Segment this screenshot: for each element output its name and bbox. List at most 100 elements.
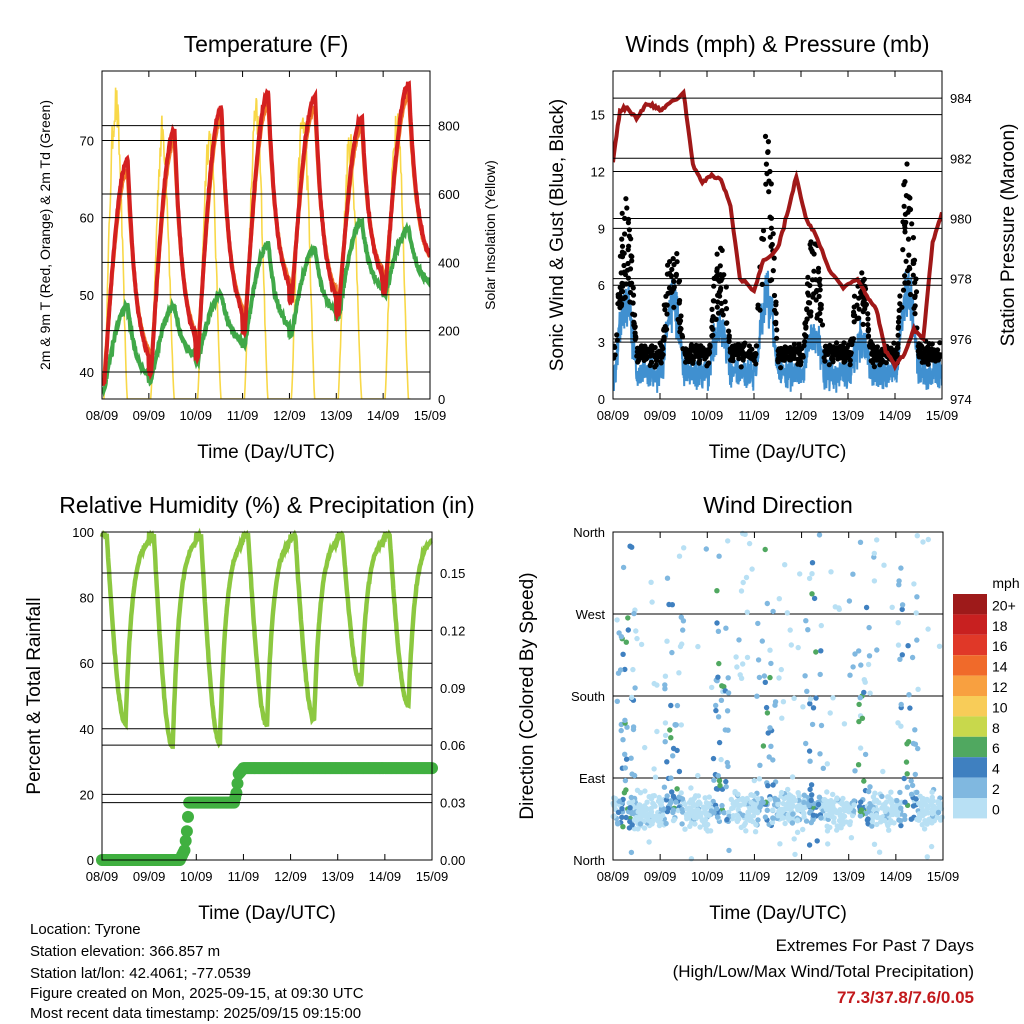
gust-point	[874, 344, 881, 350]
chart-title: Wind Direction	[703, 492, 853, 518]
direction-point	[876, 849, 883, 855]
direction-point	[792, 797, 798, 804]
direction-point	[895, 720, 901, 726]
gust-point	[804, 307, 810, 313]
gust-point	[621, 262, 627, 269]
direction-point	[919, 797, 925, 803]
direction-point	[702, 795, 708, 801]
gust-point	[677, 325, 684, 331]
direction-point	[817, 751, 823, 757]
y-tick-label: 60	[80, 211, 94, 226]
direction-point	[674, 786, 680, 792]
direction-point	[807, 758, 813, 764]
y-axis-label: 2m & 9m T (Red, Orange) & 2m Td (Green)	[37, 100, 53, 370]
gust-point	[682, 351, 688, 357]
gust-point	[669, 289, 675, 295]
gust-point	[714, 268, 720, 274]
chart-title: Relative Humidity (%) & Precipitation (i…	[59, 492, 474, 518]
gust-point	[763, 161, 770, 167]
gust-point	[911, 305, 917, 311]
gust-point	[769, 277, 775, 283]
direction-point	[648, 579, 654, 585]
gust-point	[621, 296, 627, 302]
legend-swatch	[953, 777, 987, 798]
direction-point	[623, 756, 630, 762]
direction-point	[654, 682, 660, 688]
gust-point	[695, 352, 701, 358]
direction-point	[703, 546, 709, 552]
direction-point	[713, 707, 719, 714]
gust-point	[762, 133, 769, 139]
direction-point	[899, 652, 905, 658]
direction-point	[677, 643, 684, 650]
direction-point	[777, 841, 783, 847]
direction-point	[675, 807, 681, 814]
direction-point	[813, 649, 819, 655]
gust-point	[854, 302, 860, 308]
direction-point	[662, 732, 669, 739]
direction-point	[857, 813, 864, 819]
direction-point	[779, 814, 785, 820]
x-axis-label: Time (Day/UTC)	[709, 442, 847, 463]
direction-point	[684, 816, 690, 822]
direction-point	[669, 789, 675, 795]
direction-point	[847, 819, 853, 825]
gust-point	[717, 287, 724, 293]
gust-point	[769, 241, 775, 248]
gust-point	[910, 272, 916, 278]
direction-point	[881, 562, 887, 568]
direction-point	[843, 800, 850, 806]
direction-point	[882, 808, 888, 814]
direction-point	[830, 695, 836, 701]
y2-tick-label: 984	[950, 91, 972, 106]
direction-point	[744, 609, 750, 615]
gust-point	[763, 181, 769, 187]
direction-point	[622, 777, 629, 784]
direction-point	[805, 627, 811, 633]
direction-point	[757, 762, 763, 768]
direction-point	[776, 675, 782, 681]
gust-point	[841, 356, 847, 362]
direction-point	[623, 787, 629, 793]
direction-point	[724, 816, 730, 823]
direction-point	[678, 614, 684, 620]
gust-point	[722, 299, 728, 305]
legend-swatch	[953, 736, 987, 758]
direction-point	[889, 604, 895, 610]
rh-line	[99, 527, 433, 749]
direction-point	[754, 693, 760, 699]
direction-point	[624, 724, 630, 730]
direction-point	[818, 722, 825, 729]
direction-point	[892, 811, 898, 817]
gust-point	[833, 340, 840, 346]
direction-point	[631, 772, 638, 779]
direction-point	[656, 822, 663, 829]
y2-axis-label: Solar Insolation (Yellow)	[482, 160, 498, 310]
gust-point	[663, 302, 669, 308]
gust-point	[619, 249, 626, 255]
precip-point	[179, 834, 192, 847]
direction-point	[794, 817, 801, 823]
direction-point	[761, 673, 768, 679]
direction-point	[791, 836, 797, 842]
gust-point	[874, 357, 880, 363]
direction-point	[924, 821, 930, 827]
direction-point	[850, 571, 856, 577]
gust-point	[782, 353, 788, 359]
direction-point	[706, 794, 712, 800]
gust-point	[841, 348, 847, 354]
gust-point	[907, 266, 913, 272]
direction-point	[912, 741, 919, 747]
gust-point	[628, 282, 634, 288]
gust-point	[771, 255, 777, 261]
direction-point	[629, 694, 635, 701]
direction-point	[831, 819, 837, 825]
y-tick-label: 40	[80, 365, 94, 380]
direction-point	[830, 791, 836, 798]
direction-point	[657, 798, 664, 804]
direction-point	[914, 533, 920, 539]
direction-point	[640, 812, 646, 818]
gust-point	[816, 293, 822, 299]
direction-point	[691, 815, 698, 821]
direction-point	[637, 821, 644, 827]
